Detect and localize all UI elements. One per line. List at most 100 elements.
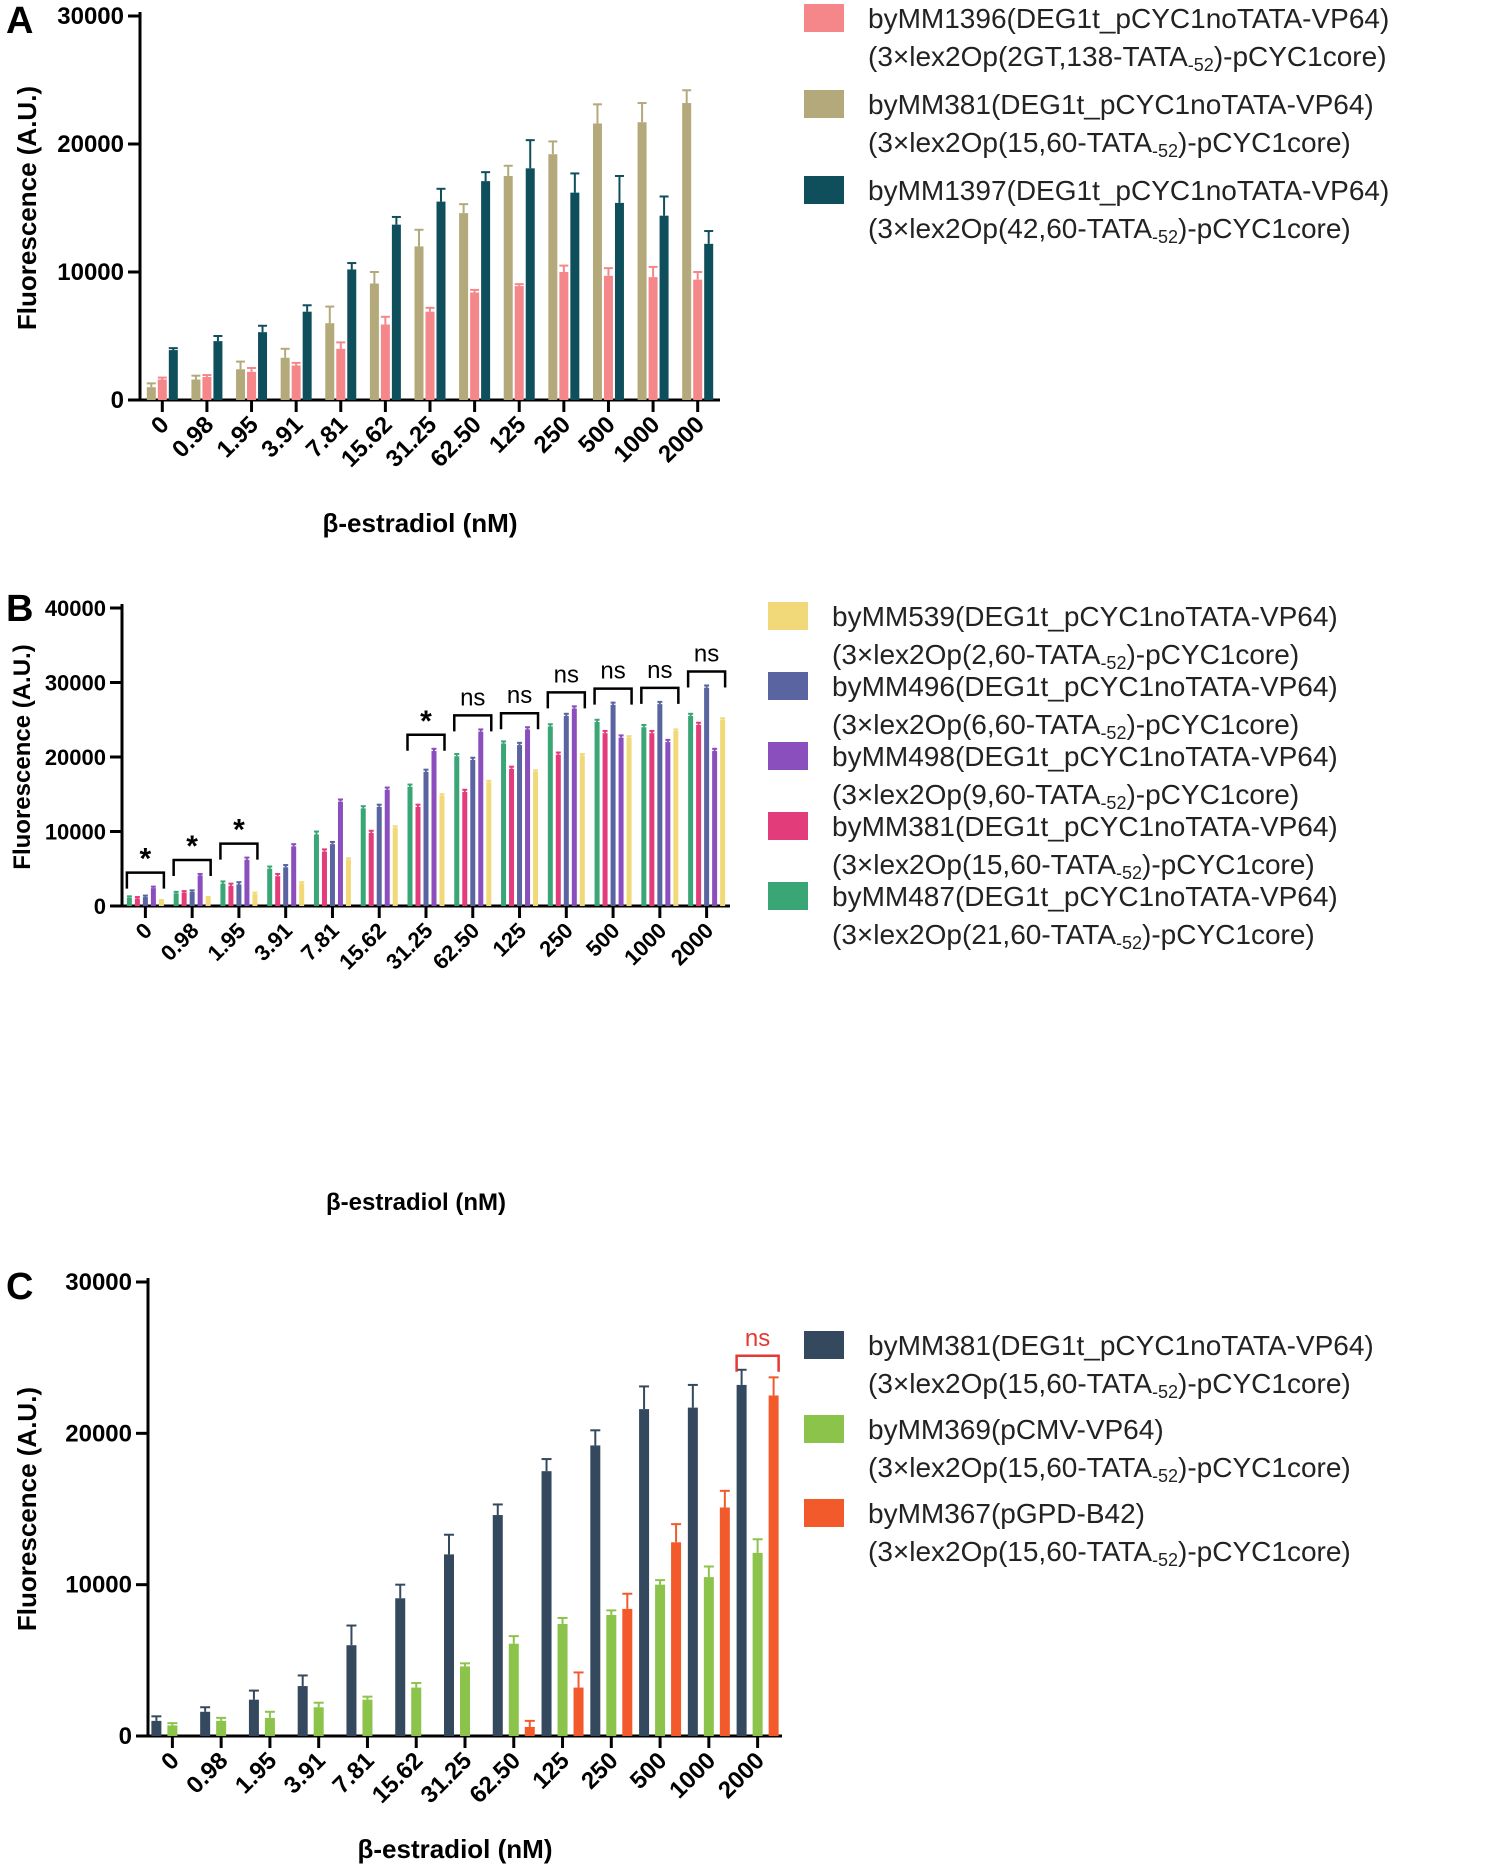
x-tick-label: 250 bbox=[534, 918, 578, 962]
x-axis-label: β-estradiol (nM) bbox=[323, 508, 518, 538]
bar-byMM1397 bbox=[570, 192, 580, 400]
bar-byMM381 bbox=[369, 283, 379, 400]
bar-byMM1396 bbox=[559, 272, 569, 400]
bar-byMM369 bbox=[460, 1666, 470, 1736]
bar-byMM367 bbox=[719, 1507, 730, 1736]
bar-byMM381 bbox=[592, 123, 602, 401]
significance-bracket bbox=[172, 858, 212, 876]
x-tick-label: 15.62 bbox=[334, 918, 391, 975]
bar-byMM1396 bbox=[247, 371, 257, 400]
bar-byMM381 bbox=[134, 898, 140, 906]
panel-a: A 0 10000 20000 30000 Fluorescence (A.U.) 0 0.… bbox=[0, 0, 1498, 560]
bar-byMM539 bbox=[345, 859, 351, 906]
y-axis-label: Fluorescence (A.U.) bbox=[12, 86, 42, 330]
significance-label: * bbox=[140, 843, 152, 876]
bar-byMM487 bbox=[454, 756, 460, 906]
x-tick-label: 0.98 bbox=[181, 1747, 233, 1799]
bar-byMM381 bbox=[602, 733, 608, 906]
bar-byMM496 bbox=[376, 806, 382, 906]
bar-byMM1396 bbox=[380, 324, 390, 400]
bar-byMM381 bbox=[736, 1384, 747, 1736]
bar-byMM496 bbox=[142, 897, 148, 906]
legend-label: byMM1397(DEG1t_pCYC1noTATA-VP64) (3×lex2O… bbox=[868, 175, 1390, 247]
bar-byMM1397 bbox=[704, 243, 714, 400]
x-tick-label: 1000 bbox=[608, 411, 665, 468]
bar-byMM381 bbox=[395, 1598, 406, 1736]
bar-byMM381 bbox=[228, 885, 234, 906]
legend-swatch bbox=[804, 1499, 844, 1527]
y-tick-label: 0 bbox=[119, 1723, 132, 1750]
bar-byMM496 bbox=[236, 884, 242, 906]
bar-byMM1397 bbox=[525, 168, 535, 400]
bar-byMM539 bbox=[486, 782, 492, 906]
x-tick-label: 500 bbox=[625, 1747, 672, 1794]
bar-byMM487 bbox=[360, 808, 366, 906]
significance-bracket bbox=[640, 686, 680, 704]
bar-byMM1397 bbox=[258, 332, 268, 400]
x-tick-label: 3.91 bbox=[279, 1747, 331, 1799]
bar-byMM381 bbox=[548, 154, 558, 400]
significance-label: ns bbox=[554, 661, 579, 688]
bar-byMM496 bbox=[610, 704, 616, 906]
legend-label: byMM381(DEG1t_pCYC1noTATA-VP64) (3×lex2Op… bbox=[868, 89, 1374, 161]
significance-label: ns bbox=[745, 1325, 770, 1352]
significance-label: ns bbox=[600, 658, 625, 685]
bar-byMM496 bbox=[470, 759, 476, 906]
panel-letter: A bbox=[6, 0, 34, 42]
bar-byMM369 bbox=[216, 1720, 227, 1736]
bar-byMM498 bbox=[431, 751, 437, 906]
legend-swatch bbox=[804, 4, 844, 32]
bar-byMM487 bbox=[547, 726, 553, 906]
bar-byMM1396 bbox=[425, 311, 435, 400]
legend-label: byMM381(DEG1t_pCYC1noTATA-VP64) (3×lex2Op… bbox=[832, 811, 1338, 883]
significance-bracket bbox=[453, 714, 493, 732]
legend-label: byMM381(DEG1t_pCYC1noTATA-VP64) (3×lex2Op… bbox=[868, 1330, 1374, 1402]
bar-byMM381 bbox=[415, 806, 421, 906]
panel-b: B 0 10000 20000 30000 40000 Fluorescence (A.U… bbox=[0, 588, 1498, 1238]
significance-bracket bbox=[593, 687, 633, 705]
bar-byMM487 bbox=[126, 897, 132, 906]
bar-byMM487 bbox=[501, 743, 507, 906]
bar-byMM381 bbox=[191, 379, 201, 400]
bar-byMM381 bbox=[637, 122, 647, 401]
x-tick-label: 125 bbox=[527, 1747, 574, 1794]
bar-byMM539 bbox=[205, 897, 211, 906]
bar-byMM487 bbox=[407, 786, 413, 906]
x-tick-label: 2000 bbox=[653, 411, 710, 468]
bar-byMM369 bbox=[508, 1643, 519, 1736]
x-tick-label: 0.98 bbox=[167, 411, 219, 463]
x-axis-label: β-estradiol (nM) bbox=[326, 1189, 506, 1216]
legend-swatch bbox=[804, 1415, 844, 1443]
bar-byMM369 bbox=[752, 1552, 763, 1736]
legend-swatch bbox=[768, 882, 808, 910]
x-tick-label: 0 bbox=[131, 918, 157, 944]
bar-byMM498 bbox=[244, 859, 250, 906]
bar-byMM498 bbox=[665, 742, 671, 906]
bar-byMM1396 bbox=[648, 277, 658, 400]
x-tick-label: 3.91 bbox=[249, 918, 297, 966]
legend-swatch bbox=[804, 176, 844, 204]
legend-label: byMM496(DEG1t_pCYC1noTATA-VP64) (3×lex2Op… bbox=[832, 671, 1338, 743]
bar-byMM369 bbox=[313, 1707, 324, 1736]
bar-byMM496 bbox=[189, 891, 195, 906]
bar-byMM1397 bbox=[302, 311, 312, 400]
bar-byMM367 bbox=[768, 1395, 779, 1736]
bar-byMM539 bbox=[673, 730, 679, 906]
bar-byMM539 bbox=[392, 827, 398, 906]
x-tick-label: 15.62 bbox=[367, 1747, 429, 1809]
legend-label: byMM369(pCMV-VP64) (3×lex2Op(15,60-TATA-5… bbox=[868, 1414, 1351, 1486]
x-tick-label: 31.25 bbox=[381, 411, 443, 473]
y-tick-label: 20000 bbox=[65, 1420, 132, 1447]
significance-label: ns bbox=[460, 684, 485, 711]
bar-byMM1396 bbox=[603, 275, 613, 400]
bar-byMM487 bbox=[688, 716, 694, 906]
legend-swatch bbox=[768, 742, 808, 770]
y-tick-label: 0 bbox=[111, 387, 124, 414]
legend-swatch bbox=[768, 812, 808, 840]
bar-byMM381 bbox=[248, 1699, 259, 1736]
bar-byMM381 bbox=[321, 851, 327, 906]
bar-byMM381 bbox=[682, 103, 692, 400]
bar-byMM381 bbox=[146, 387, 156, 400]
